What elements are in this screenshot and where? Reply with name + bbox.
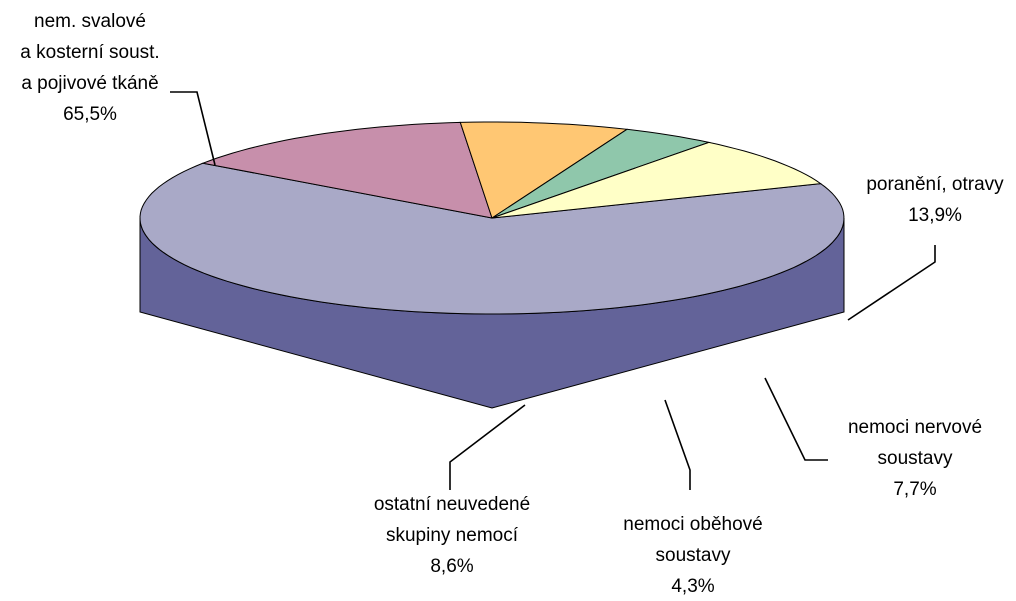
leader-line: [764, 377, 828, 461]
slice-label: soustavy: [656, 545, 731, 566]
slice-label: nemoci nervové: [848, 417, 982, 438]
slice-label: nem. svalové: [34, 11, 146, 32]
value-label: 8,6%: [430, 556, 473, 577]
slice-label: ostatní neuvedené: [374, 494, 530, 515]
value-label: 7,7%: [893, 479, 936, 500]
value-label: 13,9%: [908, 205, 962, 226]
value-label: 4,3%: [671, 576, 714, 597]
leader-line: [449, 404, 526, 490]
slice-label: poranění, otravy: [866, 174, 1004, 195]
slice: [459, 121, 629, 219]
slice: [139, 162, 845, 315]
leader-line: [847, 245, 936, 321]
slice: [491, 128, 711, 219]
slice-label: a pojivové tkáně: [21, 73, 158, 94]
slice-label: soustavy: [878, 448, 953, 469]
slice: [201, 121, 493, 219]
slice-label: a kosterní soust.: [20, 42, 159, 63]
leader-line: [170, 91, 216, 166]
slice-label: nemoci oběhové: [623, 514, 762, 535]
tops: [139, 121, 845, 315]
leader-line: [664, 399, 691, 490]
value-label: 65,5%: [63, 104, 117, 125]
slice-label: skupiny nemocí: [386, 525, 519, 546]
slice: [491, 141, 823, 219]
